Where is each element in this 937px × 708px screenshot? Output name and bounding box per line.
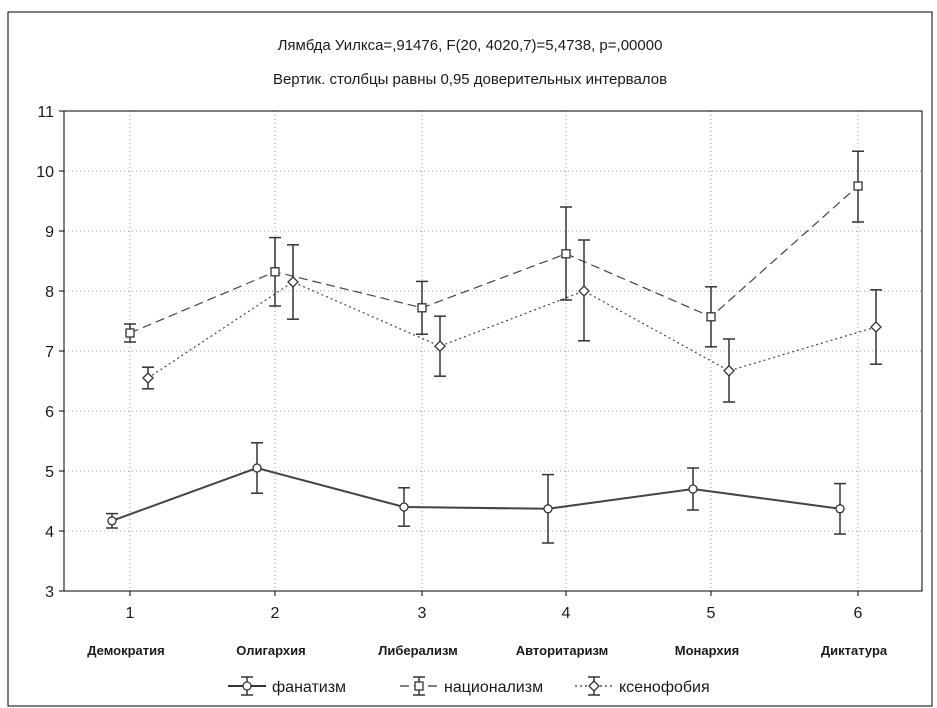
legend-marker <box>242 681 252 691</box>
legend-marker <box>588 680 600 692</box>
legend-marker <box>414 681 424 691</box>
legend-label: национализм <box>444 679 543 696</box>
series-1 <box>106 442 846 544</box>
x-tick-label: 3 <box>418 605 427 622</box>
legend-label: фанатизм <box>272 679 346 696</box>
data-point <box>125 328 135 338</box>
category-label: Монархия <box>675 643 739 658</box>
data-point <box>399 502 409 512</box>
data-point <box>543 504 553 514</box>
category-label: Демократия <box>87 643 165 658</box>
series-line <box>129 185 859 334</box>
data-point <box>434 340 446 353</box>
grid <box>64 111 922 591</box>
legend-item-3: ксенофобия <box>575 676 710 696</box>
x-tick-label: 2 <box>271 605 280 622</box>
legend-item-2: национализм <box>400 676 543 696</box>
y-tick-label: 11 <box>37 104 54 121</box>
legend-item-1: фанатизм <box>228 676 346 696</box>
data-point <box>870 321 882 333</box>
x-tick-label: 5 <box>707 605 716 622</box>
category-label: Олигархия <box>236 643 305 658</box>
data-point <box>853 181 863 191</box>
series-line <box>147 281 877 379</box>
category-label: Либерализм <box>378 643 458 658</box>
x-tick-label: 4 <box>562 605 571 622</box>
x-tick-label: 1 <box>126 605 135 622</box>
axes: 345678910111Демократия2Олигархия3Либерал… <box>36 104 888 658</box>
data-point <box>270 267 280 277</box>
data-point <box>287 276 299 288</box>
data-point <box>107 516 117 526</box>
legend-label: ксенофобия <box>619 679 710 696</box>
data-point <box>142 372 154 384</box>
y-tick-label: 7 <box>45 344 54 361</box>
chart-frame <box>7 11 933 707</box>
y-tick-label: 8 <box>45 284 54 301</box>
y-tick-label: 9 <box>45 224 54 241</box>
data-point <box>723 364 735 377</box>
chart-subtitle: Вертик. столбцы равны 0,95 доверительных… <box>273 71 667 88</box>
category-label: Диктатура <box>821 643 888 658</box>
data-point <box>706 312 716 322</box>
data-point <box>252 463 262 473</box>
y-tick-label: 5 <box>45 464 54 481</box>
data-point <box>835 504 845 514</box>
series-2 <box>124 150 864 348</box>
y-tick-label: 10 <box>36 164 54 181</box>
series-3 <box>142 239 882 403</box>
y-tick-label: 6 <box>45 404 54 421</box>
y-tick-label: 3 <box>45 584 54 601</box>
chart-title: Лямбда Уилкса=,91476, F(20, 4020,7)=5,47… <box>278 37 663 54</box>
category-label: Авторитаризм <box>516 643 609 658</box>
data-point <box>561 249 571 259</box>
y-tick-label: 4 <box>45 524 54 541</box>
data-point <box>417 303 427 313</box>
x-tick-label: 6 <box>854 605 863 622</box>
data-point <box>688 484 698 494</box>
data-point <box>578 285 590 297</box>
legend: фанатизм национализм ксенофобия <box>228 676 710 696</box>
series-layer <box>106 150 882 544</box>
series-line <box>111 466 841 522</box>
